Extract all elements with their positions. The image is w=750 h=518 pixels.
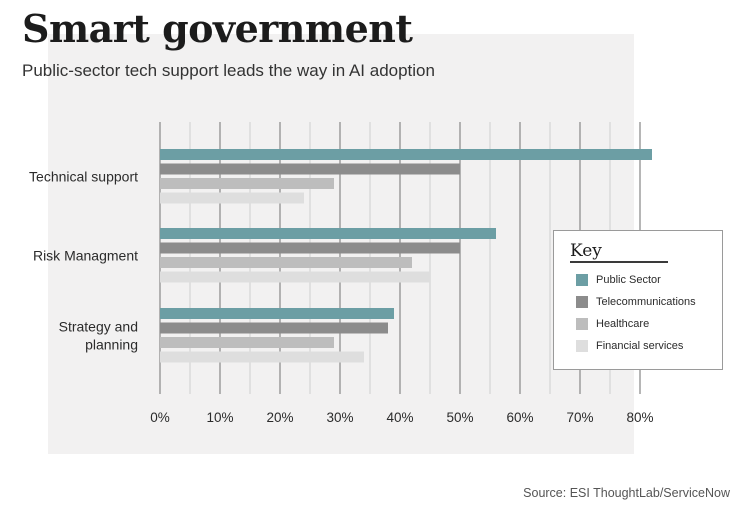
legend-label: Telecommunications <box>596 296 696 308</box>
legend-item-healthcare: Healthcare <box>576 317 649 331</box>
bar <box>160 192 304 204</box>
x-tick-label: 60% <box>506 410 533 425</box>
x-tick-label: 10% <box>206 410 233 425</box>
bar <box>160 242 460 254</box>
chart-subtitle: Public-sector tech support leads the way… <box>22 61 435 80</box>
x-tick-label: 20% <box>266 410 293 425</box>
bar <box>160 257 412 268</box>
legend-title-underline <box>570 261 668 263</box>
bar <box>160 337 334 348</box>
legend-swatch <box>576 296 588 308</box>
bar <box>160 271 430 283</box>
legend-item-public-sector: Public Sector <box>576 273 661 287</box>
category-label: Technical support <box>29 168 138 184</box>
category-labels: Technical support Risk Managment Strategy … <box>29 168 138 352</box>
legend-item-financial-services: Financial services <box>576 339 683 353</box>
legend-label: Public Sector <box>596 274 661 286</box>
legend-label: Financial services <box>596 340 684 352</box>
bar <box>160 228 496 239</box>
legend-swatch <box>576 340 588 352</box>
legend-swatch <box>576 274 588 286</box>
source-note: Source: ESI ThoughtLab/ServiceNow <box>523 486 730 500</box>
bars <box>160 149 652 363</box>
bar <box>160 308 394 319</box>
bar <box>160 163 460 175</box>
bar <box>160 351 364 363</box>
category-label: Strategy and <box>59 318 138 334</box>
x-axis-tick-labels: 0% 10% 20% 30% 40% 50% 60% 70% 80% <box>150 410 653 425</box>
x-tick-label: 40% <box>386 410 413 425</box>
legend: Key Public Sector Telecommunications Hea… <box>553 230 723 370</box>
bar <box>160 322 388 334</box>
x-tick-label: 70% <box>566 410 593 425</box>
category-label: planning <box>85 336 138 352</box>
bar <box>160 178 334 189</box>
legend-item-telecommunications: Telecommunications <box>576 295 696 309</box>
x-tick-label: 50% <box>446 410 473 425</box>
x-tick-label: 30% <box>326 410 353 425</box>
bar <box>160 149 652 160</box>
legend-label: Healthcare <box>596 318 650 330</box>
legend-title: Key <box>570 241 602 261</box>
chart-title: Smart government <box>22 6 413 51</box>
x-tick-label: 80% <box>626 410 653 425</box>
x-tick-label: 0% <box>150 410 170 425</box>
category-label: Risk Managment <box>33 247 138 263</box>
legend-swatch <box>576 318 588 330</box>
